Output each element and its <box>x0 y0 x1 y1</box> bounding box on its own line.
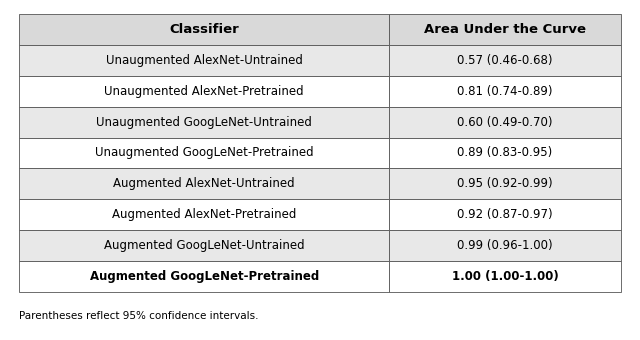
Text: Area Under the Curve: Area Under the Curve <box>424 22 586 36</box>
Text: Unaugmented AlexNet-Untrained: Unaugmented AlexNet-Untrained <box>106 54 303 67</box>
Bar <box>389 200 621 231</box>
Text: 1.00 (1.00-1.00): 1.00 (1.00-1.00) <box>452 270 558 284</box>
Text: Unaugmented AlexNet-Pretrained: Unaugmented AlexNet-Pretrained <box>104 85 304 98</box>
Bar <box>389 106 621 137</box>
Text: Augmented GoogLeNet-Untrained: Augmented GoogLeNet-Untrained <box>104 239 305 252</box>
Bar <box>19 200 389 231</box>
Text: Augmented GoogLeNet-Pretrained: Augmented GoogLeNet-Pretrained <box>90 270 319 284</box>
Bar <box>19 14 389 45</box>
Bar <box>389 137 621 169</box>
Text: Augmented AlexNet-Pretrained: Augmented AlexNet-Pretrained <box>112 208 296 221</box>
Bar <box>389 45 621 75</box>
Bar <box>19 45 389 75</box>
Bar <box>19 261 389 292</box>
Bar <box>19 231 389 261</box>
Bar <box>19 106 389 137</box>
Text: 0.99 (0.96-1.00): 0.99 (0.96-1.00) <box>457 239 553 252</box>
Text: 0.60 (0.49-0.70): 0.60 (0.49-0.70) <box>457 116 553 129</box>
Bar <box>389 231 621 261</box>
Text: Unaugmented GoogLeNet-Untrained: Unaugmented GoogLeNet-Untrained <box>96 116 312 129</box>
Bar <box>19 75 389 106</box>
Bar <box>19 137 389 169</box>
Bar <box>389 169 621 200</box>
Text: Unaugmented GoogLeNet-Pretrained: Unaugmented GoogLeNet-Pretrained <box>95 147 314 159</box>
Text: 0.95 (0.92-0.99): 0.95 (0.92-0.99) <box>457 177 553 190</box>
Text: 0.81 (0.74-0.89): 0.81 (0.74-0.89) <box>457 85 553 98</box>
Text: Classifier: Classifier <box>170 22 239 36</box>
Text: 0.57 (0.46-0.68): 0.57 (0.46-0.68) <box>457 54 553 67</box>
Bar <box>389 14 621 45</box>
Bar <box>389 261 621 292</box>
Text: Augmented AlexNet-Untrained: Augmented AlexNet-Untrained <box>113 177 295 190</box>
Text: Parentheses reflect 95% confidence intervals.: Parentheses reflect 95% confidence inter… <box>19 311 259 321</box>
Text: 0.89 (0.83-0.95): 0.89 (0.83-0.95) <box>458 147 552 159</box>
Text: 0.92 (0.87-0.97): 0.92 (0.87-0.97) <box>457 208 553 221</box>
Bar <box>19 169 389 200</box>
Bar <box>389 75 621 106</box>
